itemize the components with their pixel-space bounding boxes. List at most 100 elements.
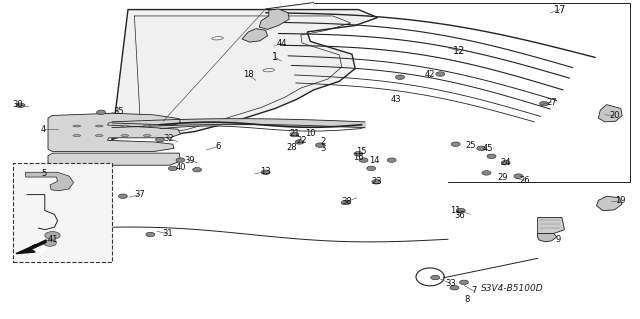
Circle shape	[359, 158, 368, 162]
Text: 39: 39	[184, 156, 195, 165]
Text: 33: 33	[445, 279, 456, 288]
Circle shape	[482, 171, 491, 175]
Circle shape	[118, 194, 127, 198]
Text: 32: 32	[164, 134, 174, 143]
Bar	[13, 163, 112, 262]
Circle shape	[387, 158, 396, 162]
Ellipse shape	[95, 135, 103, 137]
Polygon shape	[259, 9, 289, 29]
Circle shape	[450, 286, 459, 290]
Text: 21: 21	[289, 130, 300, 138]
Circle shape	[460, 280, 468, 285]
Text: 11: 11	[451, 206, 461, 215]
Text: 4: 4	[41, 125, 46, 134]
Text: 25: 25	[465, 141, 476, 150]
Circle shape	[316, 143, 324, 147]
Ellipse shape	[73, 125, 81, 127]
Text: 13: 13	[260, 167, 271, 176]
Polygon shape	[48, 113, 180, 152]
Text: S3V4-B5100D: S3V4-B5100D	[481, 284, 543, 293]
Text: 41: 41	[47, 235, 58, 244]
Circle shape	[48, 238, 57, 242]
Ellipse shape	[143, 125, 151, 127]
Text: 6: 6	[215, 142, 220, 151]
Text: 43: 43	[390, 95, 401, 104]
Polygon shape	[598, 105, 622, 122]
Text: 20: 20	[609, 111, 620, 120]
Text: 40: 40	[175, 163, 186, 172]
Circle shape	[97, 110, 106, 115]
Ellipse shape	[121, 125, 129, 127]
Ellipse shape	[95, 125, 103, 127]
Circle shape	[514, 174, 523, 178]
Text: 14: 14	[369, 156, 380, 165]
Circle shape	[487, 154, 496, 159]
Circle shape	[193, 167, 202, 172]
Text: 9: 9	[556, 235, 561, 244]
Ellipse shape	[143, 135, 151, 137]
Circle shape	[45, 232, 60, 239]
Circle shape	[501, 160, 510, 165]
Circle shape	[451, 142, 460, 146]
Text: 38: 38	[342, 197, 352, 206]
Text: 2: 2	[321, 137, 326, 146]
Polygon shape	[16, 240, 46, 254]
Text: 27: 27	[547, 98, 557, 107]
Circle shape	[16, 103, 25, 108]
Circle shape	[156, 137, 164, 142]
Text: 29: 29	[498, 173, 508, 182]
Circle shape	[372, 180, 381, 184]
Text: 7: 7	[471, 286, 476, 295]
Polygon shape	[538, 218, 564, 234]
Circle shape	[431, 275, 440, 280]
Text: 10: 10	[305, 129, 316, 137]
Text: 35: 35	[113, 107, 124, 115]
Circle shape	[341, 200, 350, 205]
Ellipse shape	[121, 135, 129, 137]
Circle shape	[436, 72, 445, 76]
Circle shape	[168, 166, 177, 171]
Text: 15: 15	[356, 147, 367, 156]
Circle shape	[44, 240, 56, 246]
Polygon shape	[538, 234, 557, 242]
Circle shape	[290, 132, 299, 137]
Circle shape	[295, 140, 304, 144]
Text: 36: 36	[454, 211, 465, 220]
Text: 22: 22	[297, 137, 307, 145]
Circle shape	[477, 146, 486, 151]
Polygon shape	[26, 172, 74, 191]
Circle shape	[456, 208, 465, 213]
Circle shape	[261, 170, 270, 174]
Circle shape	[146, 232, 155, 237]
Text: 18: 18	[243, 70, 253, 79]
Text: 12: 12	[453, 46, 466, 56]
Text: 5: 5	[41, 169, 46, 178]
Polygon shape	[242, 29, 268, 42]
Text: 42: 42	[425, 70, 435, 78]
Text: 28: 28	[287, 143, 297, 152]
Circle shape	[396, 75, 404, 79]
Circle shape	[176, 158, 185, 162]
Polygon shape	[48, 153, 180, 165]
Circle shape	[540, 101, 548, 106]
Text: 30: 30	[13, 100, 23, 109]
Text: 1: 1	[272, 52, 278, 63]
Text: 24: 24	[500, 158, 511, 167]
Text: 31: 31	[163, 229, 173, 238]
Text: 16: 16	[353, 153, 364, 162]
Circle shape	[354, 152, 363, 156]
Text: 44: 44	[276, 39, 287, 48]
Text: FR.: FR.	[37, 243, 51, 255]
Text: 26: 26	[520, 176, 530, 185]
Text: 17: 17	[554, 4, 566, 15]
Text: 19: 19	[616, 197, 626, 205]
Polygon shape	[596, 196, 622, 211]
Ellipse shape	[73, 135, 81, 137]
Text: 3: 3	[321, 144, 326, 153]
Circle shape	[367, 166, 376, 171]
Text: 23: 23	[371, 177, 381, 186]
Polygon shape	[112, 10, 378, 140]
Text: 45: 45	[483, 144, 493, 153]
Text: 37: 37	[134, 190, 145, 199]
Text: 8: 8	[465, 295, 470, 304]
